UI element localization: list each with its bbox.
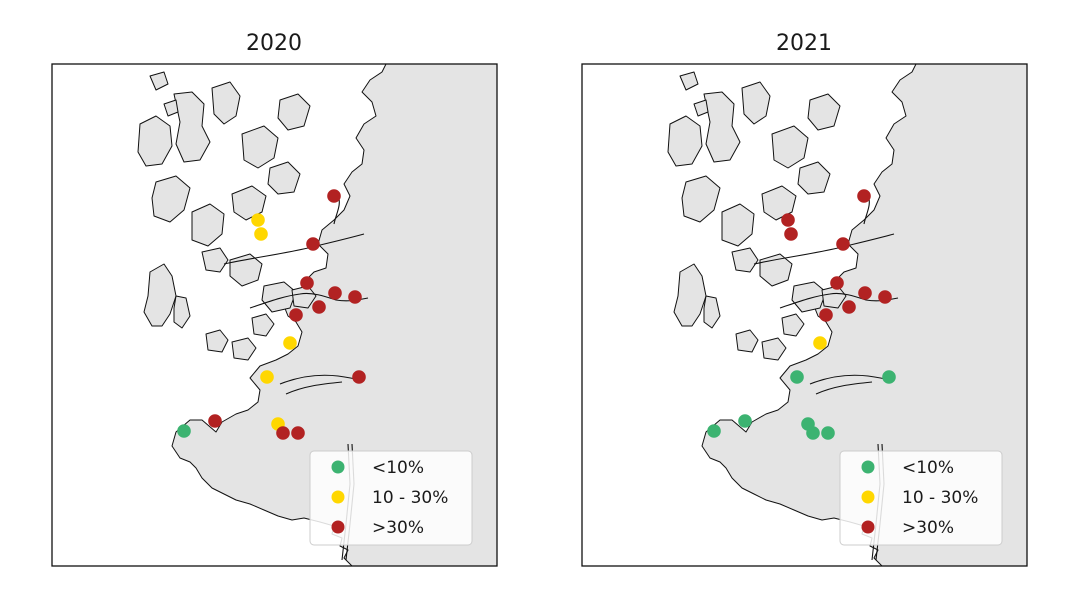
sample-marker-10to30 [260, 370, 274, 384]
sample-marker-lt10 [177, 424, 191, 438]
sample-marker-gt30 [781, 213, 795, 227]
sample-marker-gt30 [857, 189, 871, 203]
map-title: 2021 [776, 31, 832, 56]
sample-marker-gt30 [300, 276, 314, 290]
sample-marker-gt30 [842, 300, 856, 314]
sample-marker-lt10 [738, 414, 752, 428]
sample-marker-gt30 [836, 237, 850, 251]
sample-marker-gt30 [327, 189, 341, 203]
legend-swatch-lt10 [861, 460, 875, 474]
sample-marker-10to30 [283, 336, 297, 350]
sample-marker-gt30 [352, 370, 366, 384]
sample-marker-gt30 [858, 286, 872, 300]
map-frame [51, 63, 498, 567]
sample-marker-10to30 [254, 227, 268, 241]
map-panel-2020: 2020 <10% 10 - 30% >30% [51, 31, 498, 567]
sample-marker-10to30 [813, 336, 827, 350]
legend-label-gt30: >30% [902, 518, 954, 538]
legend-swatch-gt30 [861, 520, 875, 534]
sample-marker-lt10 [707, 424, 721, 438]
sample-marker-gt30 [878, 290, 892, 304]
sample-markers [707, 189, 896, 440]
sample-marker-gt30 [276, 426, 290, 440]
legend: <10% 10 - 30% >30% [309, 450, 473, 546]
sample-marker-gt30 [784, 227, 798, 241]
map-panel-2021: 2021 <10% 10 - 30% >30% [581, 31, 1028, 567]
sample-marker-lt10 [882, 370, 896, 384]
sample-marker-gt30 [306, 237, 320, 251]
sample-marker-gt30 [312, 300, 326, 314]
sample-marker-gt30 [830, 276, 844, 290]
sample-marker-gt30 [289, 308, 303, 322]
sample-marker-lt10 [790, 370, 804, 384]
legend: <10% 10 - 30% >30% [839, 450, 1003, 546]
legend-label-lt10: <10% [372, 458, 424, 478]
legend-label-10to30: 10 - 30% [372, 488, 448, 508]
map-title: 2020 [246, 31, 302, 56]
legend-swatch-10to30 [861, 490, 875, 504]
legend-box [309, 450, 473, 546]
sample-marker-gt30 [328, 286, 342, 300]
legend-label-lt10: <10% [902, 458, 954, 478]
sample-markers [177, 189, 366, 440]
legend-label-10to30: 10 - 30% [902, 488, 978, 508]
legend-swatch-lt10 [331, 460, 345, 474]
legend-swatch-gt30 [331, 520, 345, 534]
sample-marker-gt30 [208, 414, 222, 428]
sample-marker-gt30 [819, 308, 833, 322]
map-frame [581, 63, 1028, 567]
sample-marker-gt30 [291, 426, 305, 440]
sample-marker-lt10 [806, 426, 820, 440]
legend-swatch-10to30 [331, 490, 345, 504]
legend-label-gt30: >30% [372, 518, 424, 538]
sample-marker-10to30 [251, 213, 265, 227]
sample-marker-lt10 [821, 426, 835, 440]
legend-box [839, 450, 1003, 546]
sample-marker-gt30 [348, 290, 362, 304]
